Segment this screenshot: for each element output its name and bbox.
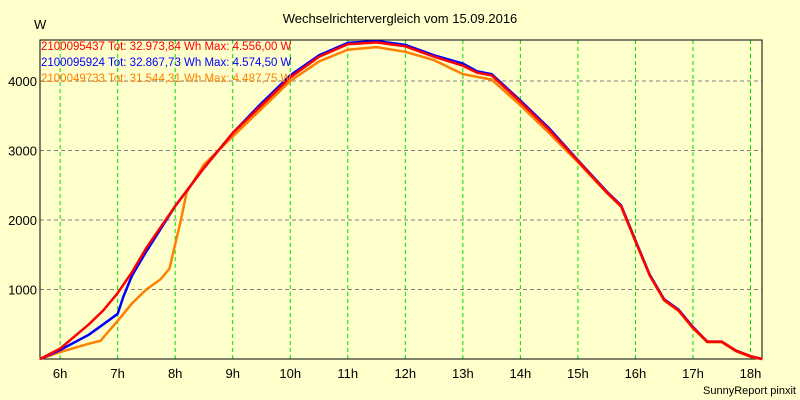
- legend-entry-1: 2100095437 Tot: 32.973,84 Wh Max: 4.556,…: [41, 41, 292, 53]
- x-tick-label: 13h: [452, 366, 474, 381]
- x-tick-label: 17h: [682, 366, 704, 381]
- x-tick-label: 7h: [110, 366, 124, 381]
- x-tick-label: 11h: [337, 366, 358, 381]
- x-tick-label: 16h: [625, 366, 647, 381]
- chart-title: Wechselrichtervergleich vom 15.09.2016: [282, 11, 518, 26]
- y-tick-label: 1000: [8, 283, 37, 298]
- y-tick-label: 4000: [8, 74, 37, 89]
- x-tick-label: 10h: [279, 366, 301, 381]
- x-tick-label: 6h: [53, 366, 67, 381]
- legend-entry-3: 2100049733 Tot: 31.544,31 Wh Max: 4.487,…: [41, 73, 292, 85]
- y-tick-label: 3000: [8, 144, 37, 159]
- legend-entry-2: 2100095924 Tot: 32.867,73 Wh Max: 4.574,…: [41, 57, 292, 69]
- credit-text: SunnyReport pinxit: [703, 385, 796, 397]
- x-tick-label: 8h: [168, 366, 182, 381]
- x-tick-label: 9h: [225, 366, 239, 381]
- y-axis-unit: W: [34, 17, 47, 32]
- x-tick-label: 14h: [510, 366, 532, 381]
- plot-area: [40, 40, 762, 359]
- x-tick-label: 12h: [394, 366, 416, 381]
- x-tick-label: 18h: [740, 366, 762, 381]
- y-tick-label: 2000: [8, 213, 37, 228]
- series-line-2100095437: [39, 41, 763, 361]
- x-tick-label: 15h: [567, 366, 589, 381]
- plot-border: [39, 39, 763, 360]
